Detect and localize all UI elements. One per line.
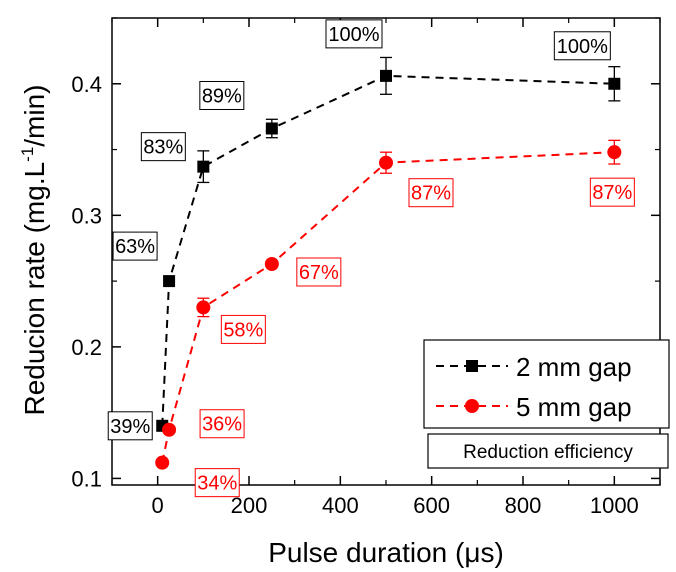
label-box [107, 411, 153, 441]
data-point [197, 160, 210, 173]
data-label: 58% [223, 319, 263, 341]
y-axis-label-main: Reducion rate (mg.L [19, 162, 50, 416]
label-box [220, 314, 266, 344]
series-line [161, 151, 615, 463]
data-label: 100% [557, 36, 608, 58]
annotation-frame [427, 433, 669, 469]
x-axis-label: Pulse duration (μs) [268, 537, 504, 568]
label-box [140, 132, 186, 162]
y-tick-label: 0.4 [71, 72, 102, 97]
y-tick-label: 0.3 [71, 203, 102, 228]
data-point [196, 300, 211, 315]
series-line [161, 74, 615, 426]
x-tick-label: 800 [505, 493, 542, 518]
y-axis-label-sup: -1 [18, 147, 37, 162]
legend-box [423, 339, 670, 429]
label-box [296, 257, 342, 287]
label-box [408, 178, 454, 208]
data-label: 34% [197, 473, 237, 495]
data-label: 87% [592, 182, 632, 204]
data-label: 67% [299, 262, 339, 284]
legend-label-2mm: 2 mm gap [516, 352, 632, 382]
x-tick-label: 400 [322, 493, 359, 518]
y-tick-label: 0.2 [71, 335, 102, 360]
data-point [379, 155, 393, 170]
x-tick-label: 0 [152, 493, 164, 518]
data-label: 89% [202, 86, 242, 108]
label-box [199, 81, 245, 111]
label-box [112, 231, 158, 261]
y-axis-label-tail: /min) [19, 84, 50, 146]
data-label: 36% [202, 414, 242, 436]
data-point [608, 77, 621, 90]
label-box [553, 31, 611, 61]
series-layer [155, 56, 622, 470]
axis-ticks: 0 200 400 600 800 1000 0.1 0.2 0.3 0.4 [71, 17, 661, 518]
legend-marker-2mm [466, 360, 478, 372]
data-labels: 39% 63% 83% 89% 100% 100% 34% 36% 58% 67% 87% 87% [107, 19, 635, 498]
data-point [264, 256, 279, 271]
x-tick-label: 200 [231, 493, 268, 518]
label-box [199, 409, 245, 439]
data-point [155, 455, 170, 470]
y-axis-label: Reducion rate (mg.L-1/min) [18, 84, 50, 415]
x-tick-label: 600 [413, 493, 450, 518]
data-label: 87% [411, 183, 451, 205]
legend-label-5mm: 5 mm gap [516, 392, 632, 422]
label-box [194, 468, 240, 498]
data-point [163, 275, 176, 288]
data-point [162, 422, 177, 437]
data-label: 39% [110, 416, 150, 438]
annotation-text: Reduction efficiency [463, 442, 633, 463]
data-label: 83% [143, 137, 183, 159]
label-box [589, 177, 635, 207]
data-label: 100% [328, 24, 379, 46]
x-tick-label: 1000 [590, 493, 639, 518]
annotation-box: Reduction efficiency [427, 433, 669, 469]
data-point [265, 122, 278, 135]
legend: 2 mm gap 5 mm gap [423, 339, 670, 429]
data-label: 63% [115, 236, 155, 258]
legend-marker-5mm [465, 399, 479, 413]
data-point [607, 145, 622, 160]
y-tick-label: 0.1 [71, 466, 102, 491]
label-box [325, 19, 383, 49]
data-point [380, 69, 392, 82]
